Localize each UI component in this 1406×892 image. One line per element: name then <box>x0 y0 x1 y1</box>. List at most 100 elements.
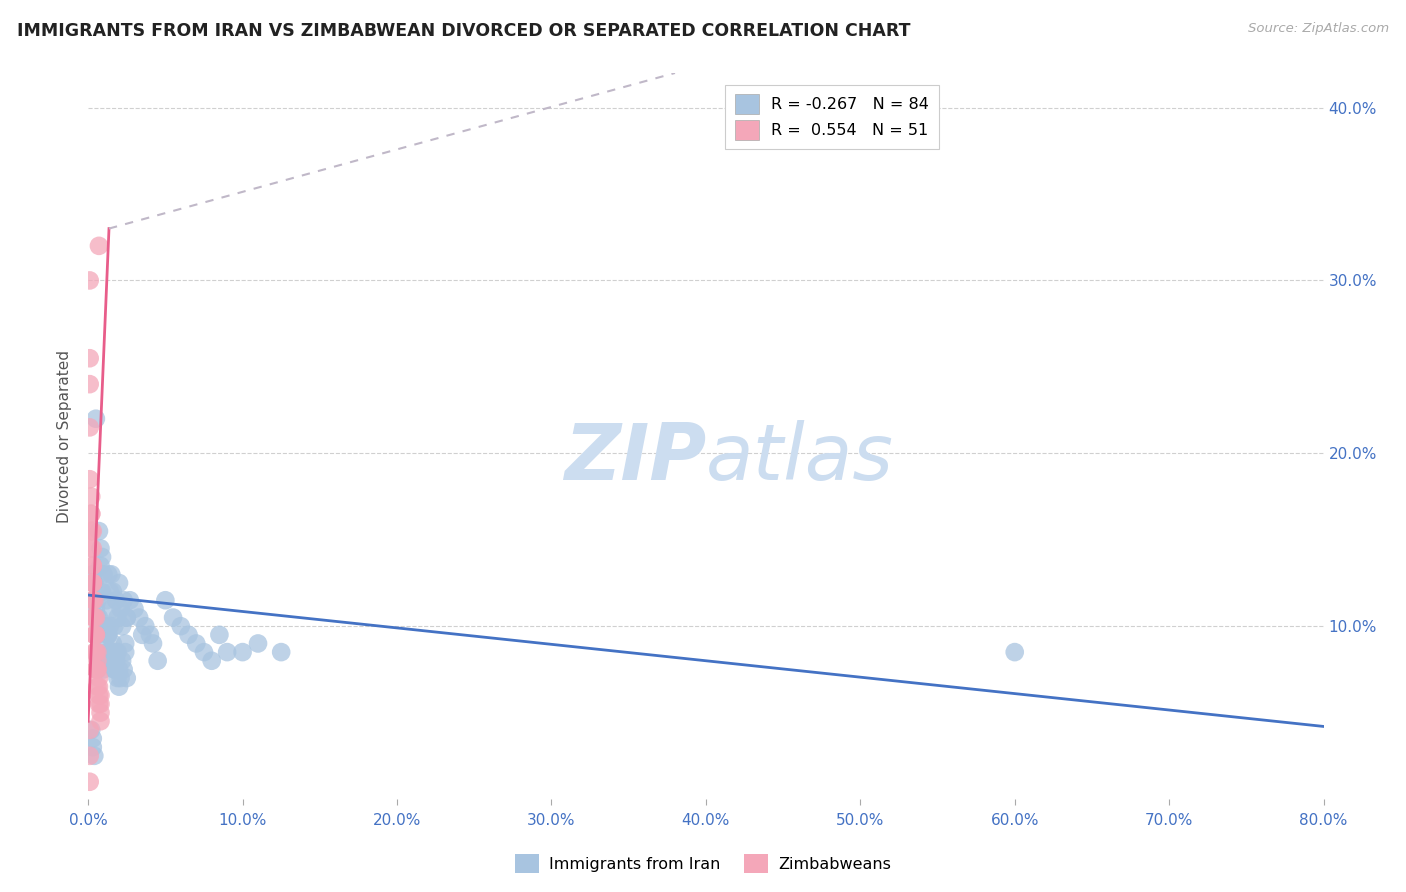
Point <box>208 628 231 642</box>
Point <box>84 411 107 425</box>
Point <box>101 584 124 599</box>
Point <box>104 593 127 607</box>
Point <box>97 567 120 582</box>
Point <box>114 636 136 650</box>
Text: ZIP: ZIP <box>564 420 706 496</box>
Point <box>86 593 108 607</box>
Point <box>79 351 101 366</box>
Point <box>79 377 101 392</box>
Point <box>247 636 270 650</box>
Point <box>217 645 239 659</box>
Point <box>83 628 105 642</box>
Point <box>83 628 105 642</box>
Point <box>79 723 101 737</box>
Point <box>86 628 108 642</box>
Point <box>107 645 129 659</box>
Point <box>87 680 110 694</box>
Point <box>103 619 125 633</box>
Point <box>97 628 120 642</box>
Point <box>82 524 104 538</box>
Point <box>104 654 127 668</box>
Point <box>96 593 118 607</box>
Point <box>84 602 107 616</box>
Point <box>131 628 153 642</box>
Point <box>84 628 107 642</box>
Point <box>79 420 101 434</box>
Point <box>91 584 114 599</box>
Point <box>82 593 104 607</box>
Point <box>108 662 131 676</box>
Point <box>83 645 105 659</box>
Point <box>91 549 114 564</box>
Point <box>1004 645 1026 659</box>
Point <box>232 645 254 659</box>
Point <box>97 628 120 642</box>
Point <box>80 524 103 538</box>
Point <box>86 662 108 676</box>
Point <box>111 619 134 633</box>
Point <box>201 654 224 668</box>
Point <box>193 645 215 659</box>
Point <box>146 654 169 668</box>
Point <box>94 619 117 633</box>
Point <box>86 654 108 668</box>
Point <box>124 602 146 616</box>
Point <box>89 706 111 720</box>
Point <box>128 610 150 624</box>
Point <box>108 576 131 591</box>
Point <box>87 671 110 685</box>
Point <box>89 584 111 599</box>
Point <box>107 671 129 685</box>
Point <box>142 636 165 650</box>
Point <box>118 593 141 607</box>
Point <box>82 576 104 591</box>
Point <box>89 541 111 556</box>
Point <box>100 645 122 659</box>
Point <box>89 714 111 729</box>
Point <box>98 619 121 633</box>
Point <box>79 748 101 763</box>
Point <box>108 680 131 694</box>
Point <box>86 662 108 676</box>
Point <box>87 239 110 253</box>
Point <box>82 541 104 556</box>
Point <box>111 654 134 668</box>
Point <box>270 645 292 659</box>
Point <box>103 662 125 676</box>
Point <box>93 567 115 582</box>
Point <box>80 541 103 556</box>
Point <box>79 472 101 486</box>
Point <box>83 610 105 624</box>
Point <box>101 636 124 650</box>
Point <box>82 740 104 755</box>
Point <box>82 593 104 607</box>
Point <box>82 567 104 582</box>
Point <box>80 507 103 521</box>
Point <box>86 645 108 659</box>
Point <box>103 662 125 676</box>
Point <box>79 774 101 789</box>
Point <box>177 628 200 642</box>
Point <box>96 654 118 668</box>
Point <box>98 584 121 599</box>
Point <box>89 697 111 711</box>
Point <box>104 645 127 659</box>
Point <box>170 619 193 633</box>
Point <box>96 645 118 659</box>
Point <box>115 610 138 624</box>
Point <box>83 748 105 763</box>
Point <box>80 507 103 521</box>
Point <box>82 558 104 573</box>
Point <box>84 645 107 659</box>
Point <box>93 654 115 668</box>
Point <box>115 671 138 685</box>
Point <box>112 662 135 676</box>
Point <box>80 723 103 737</box>
Point <box>84 662 107 676</box>
Point <box>80 490 103 504</box>
Y-axis label: Divorced or Separated: Divorced or Separated <box>58 350 72 523</box>
Point <box>84 610 107 624</box>
Point <box>86 610 108 624</box>
Point <box>107 610 129 624</box>
Point <box>87 697 110 711</box>
